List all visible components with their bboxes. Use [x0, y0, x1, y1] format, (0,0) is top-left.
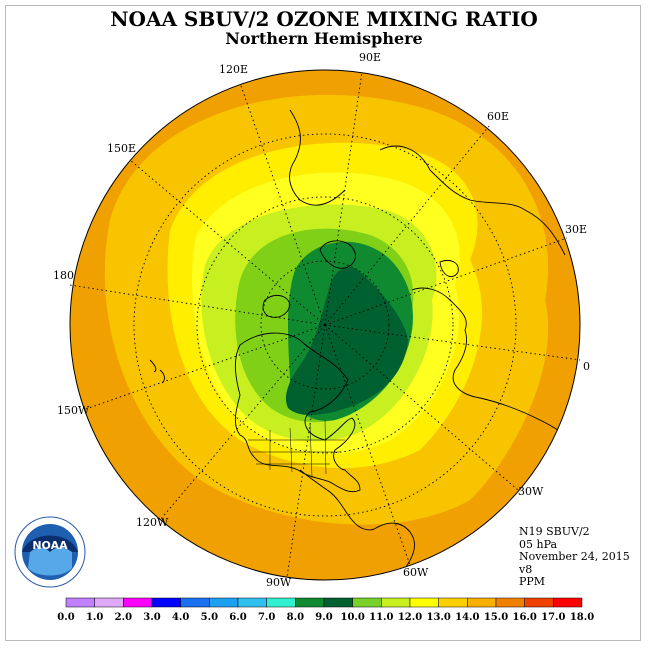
colorbar-tick-label: 18.0: [570, 612, 594, 623]
figure-frame: [5, 5, 641, 641]
colorbar-tick-label: 16.0: [512, 612, 536, 623]
lon-label-90e: 90E: [359, 51, 381, 64]
colorbar-swatch: [123, 597, 153, 608]
band-below-8: [285, 267, 408, 416]
colorbar-swatch: [65, 597, 95, 608]
colorbar-swatch: [495, 597, 525, 608]
colorbar-tick-label: 7.0: [258, 612, 275, 623]
graticule: [69, 71, 581, 578]
map-subtitle: Northern Hemisphere: [225, 29, 423, 48]
lon-label-90w: 90W: [266, 576, 292, 589]
colorbar-tick-label: 4.0: [172, 612, 189, 623]
colorbar-tick-label: 15.0: [484, 612, 508, 623]
lon-label-120e: 120E: [219, 63, 248, 76]
colorbar-swatch: [209, 597, 239, 608]
colorbar-tick-label: 14.0: [455, 612, 479, 623]
colorbar-tick-label: 1.0: [86, 612, 103, 623]
colorbar-tick-label: 2.0: [115, 612, 132, 623]
colorbar: 0.0 1.0 2.0 3.0 4.0 5.0 6.0 7.0 8.0 9.0 10.0 11.0 12…: [57, 597, 594, 623]
lon-label-30w: 30W: [518, 485, 544, 498]
instrument-label: N19 SBUV/2: [519, 525, 590, 538]
units-label: PPM: [519, 575, 546, 588]
lon-label-60w: 60W: [403, 566, 429, 579]
us-state-lines: [248, 419, 345, 477]
lon-label-60e: 60E: [487, 110, 509, 123]
map-boundary: [69, 69, 581, 581]
lon-label-180: 180: [53, 269, 74, 282]
colorbar-tick-label: 13.0: [426, 612, 450, 623]
logo-text: NOAA: [32, 539, 68, 552]
colorbar-swatch: [467, 597, 497, 608]
colorbar-swatch: [409, 597, 439, 608]
colorbar-tick-label: 3.0: [143, 612, 160, 623]
lon-label-0: 0: [583, 360, 590, 373]
lon-label-120w: 120W: [136, 516, 169, 529]
colorbar-swatch: [295, 597, 325, 608]
colorbar-swatch: [352, 597, 382, 608]
lon-label-150w: 150W: [57, 404, 90, 417]
pressure-level-label: 05 hPa: [519, 537, 558, 551]
colorbar-tick-label: 6.0: [229, 612, 246, 623]
lon-label-150e: 150E: [107, 142, 136, 155]
colorbar-swatch: [237, 597, 267, 608]
colorbar-tick-label: 8.0: [287, 612, 304, 623]
colorbar-tick-label: 11.0: [369, 612, 393, 623]
date-label: November 24, 2015: [519, 550, 630, 563]
colorbar-tick-label: 10.0: [340, 612, 364, 623]
colorbar-swatch: [151, 597, 181, 608]
colorbar-swatch: [94, 597, 124, 608]
colorbar-tick-label: 9.0: [315, 612, 332, 623]
colorbar-swatch: [381, 597, 411, 608]
lon-label-30e: 30E: [565, 223, 587, 236]
colorbar-swatch: [323, 597, 353, 608]
colorbar-tick-label: 0.0: [57, 612, 74, 623]
product-info: N19 SBUV/2 05 hPa November 24, 2015 v8 P…: [519, 525, 630, 589]
colorbar-swatch: [553, 597, 583, 608]
colorbar-tick-label: 5.0: [201, 612, 218, 623]
coastlines: [149, 109, 580, 576]
version-label: v8: [519, 562, 533, 576]
colorbar-tick-label: 12.0: [398, 612, 422, 623]
colorbar-swatch: [266, 597, 296, 608]
colorbar-swatch: [438, 597, 468, 608]
map-title: NOAA SBUV/2 OZONE MIXING RATIO: [110, 7, 538, 31]
noaa-logo: NOAA: [14, 516, 86, 588]
colorbar-swatch: [180, 597, 210, 608]
colorbar-tick-label: 17.0: [541, 612, 565, 623]
colorbar-swatch: [524, 597, 554, 608]
